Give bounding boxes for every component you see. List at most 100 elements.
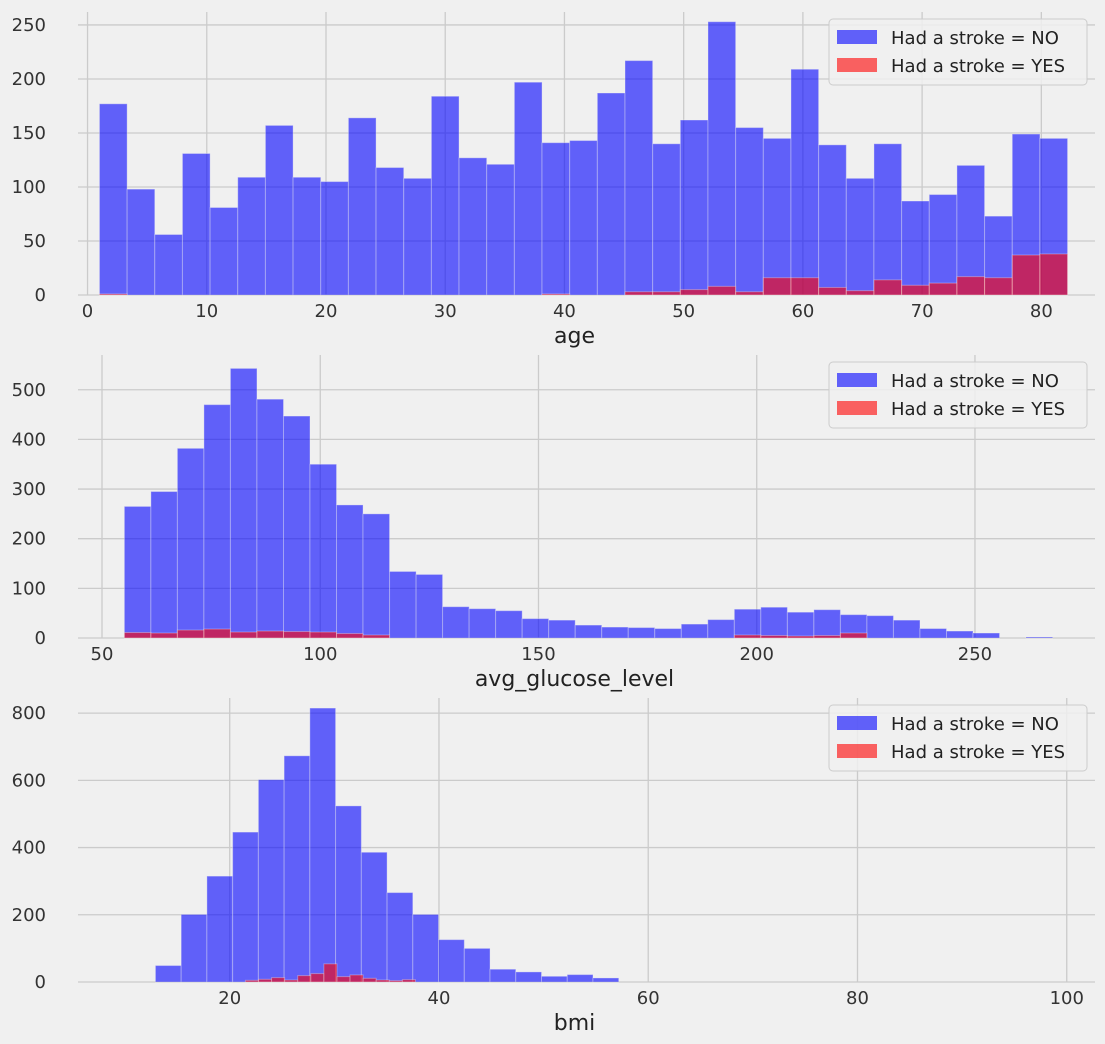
legend-swatch-yes <box>837 744 877 758</box>
bar-no <box>680 623 709 639</box>
bar-no <box>123 505 152 639</box>
bar-no <box>596 92 626 296</box>
bar-no <box>309 707 337 983</box>
bar-no <box>569 140 598 296</box>
bar-no <box>652 143 681 296</box>
bar-no <box>489 968 517 983</box>
bar-no <box>601 626 629 639</box>
panel-3: 0 200 400 600 800 20 40 60 80 100 bmi Had a stroke … <box>12 698 1095 1036</box>
bar-yes <box>901 284 930 296</box>
bar-no <box>624 60 654 296</box>
bar-yes <box>401 979 416 983</box>
bar-no <box>232 831 259 983</box>
x-tick-label: 100 <box>303 644 337 665</box>
x-axis-label: avg_glucose_level <box>475 667 674 692</box>
y-tick-label: 150 <box>12 123 46 144</box>
y-tick-label: 50 <box>23 231 46 252</box>
x-axis-label: bmi <box>554 1011 596 1036</box>
bar-no <box>389 570 417 639</box>
bar-no <box>928 194 958 296</box>
bar-yes <box>707 285 737 296</box>
bar-no <box>336 504 364 639</box>
bar-no <box>229 367 258 639</box>
bar-yes <box>624 291 654 296</box>
x-tick-label: 50 <box>91 644 114 665</box>
legend-swatch-yes <box>837 401 877 415</box>
bar-no <box>786 611 815 639</box>
x-tick-label: 60 <box>637 988 660 1009</box>
bar-yes <box>336 976 351 983</box>
bar-yes <box>256 630 284 639</box>
x-tick-label: 80 <box>846 988 869 1009</box>
x-tick-label: 70 <box>911 301 934 322</box>
x-tick-label: 0 <box>82 301 93 322</box>
bar-yes <box>984 277 1013 296</box>
x-tick-label: 60 <box>791 301 814 322</box>
bar-no <box>707 21 737 296</box>
bar-yes <box>282 631 311 639</box>
bar-yes <box>284 979 299 983</box>
bar-no <box>627 627 656 639</box>
bar-no <box>468 608 497 639</box>
bar-no <box>679 119 709 296</box>
bar-no <box>1025 636 1054 639</box>
bar-yes <box>310 973 325 983</box>
x-tick-label: 40 <box>428 988 451 1009</box>
panel-1: 0 50 100 150 200 250 0 10 20 30 40 50 60 70 80 age Had a… <box>12 12 1095 349</box>
bar-no <box>845 177 875 296</box>
bar-yes <box>150 632 178 639</box>
bar-no <box>762 137 792 296</box>
bar-no <box>375 167 405 296</box>
bar-yes <box>176 629 205 639</box>
bar-no <box>282 415 311 639</box>
legend-box <box>828 704 1088 772</box>
bar-no <box>463 947 491 983</box>
bar-no <box>203 404 231 639</box>
bar-no <box>866 615 894 639</box>
bar-yes <box>652 291 681 296</box>
bar-yes <box>873 279 903 296</box>
legend-label-no: Had a stroke = NO <box>891 28 1059 49</box>
bar-no <box>206 875 234 983</box>
legend-swatch-no <box>837 373 877 387</box>
bar-yes <box>818 286 847 296</box>
bar-no <box>292 176 322 296</box>
bar-no <box>813 609 841 639</box>
bar-no <box>946 630 974 639</box>
bar-no <box>126 188 156 296</box>
y-tick-label: 0 <box>35 628 46 649</box>
x-tick-label: 250 <box>958 644 992 665</box>
bar-yes <box>98 293 128 296</box>
x-tick-label: 200 <box>740 644 774 665</box>
y-tick-label: 200 <box>12 69 46 90</box>
bar-no <box>541 142 571 296</box>
legend: Had a stroke = NO Had a stroke = YES <box>828 18 1088 86</box>
bar-yes <box>349 974 364 983</box>
bar-yes <box>375 979 390 983</box>
legend-swatch-no <box>837 30 877 44</box>
x-tick-label: 150 <box>521 644 555 665</box>
bar-no <box>362 513 391 639</box>
bar-no <box>956 164 986 296</box>
bar-no <box>818 144 847 296</box>
bar-no <box>790 68 820 296</box>
bar-yes <box>1011 254 1041 296</box>
bar-no <box>654 628 682 639</box>
bar-no <box>347 117 377 296</box>
bar-no <box>430 95 460 296</box>
bar-yes <box>845 290 875 296</box>
y-tick-label: 800 <box>12 703 46 724</box>
bar-yes <box>786 635 815 639</box>
x-tick-label: 20 <box>218 988 241 1009</box>
bar-yes <box>336 633 364 639</box>
bar-no <box>180 913 208 983</box>
bar-no <box>592 977 620 983</box>
bar-no <box>515 971 543 983</box>
bar-no <box>972 632 1001 639</box>
y-tick-label: 100 <box>12 578 46 599</box>
bar-yes <box>362 634 391 639</box>
x-tick-label: 80 <box>1030 301 1053 322</box>
bar-no <box>412 913 440 983</box>
legend-box <box>828 361 1088 429</box>
